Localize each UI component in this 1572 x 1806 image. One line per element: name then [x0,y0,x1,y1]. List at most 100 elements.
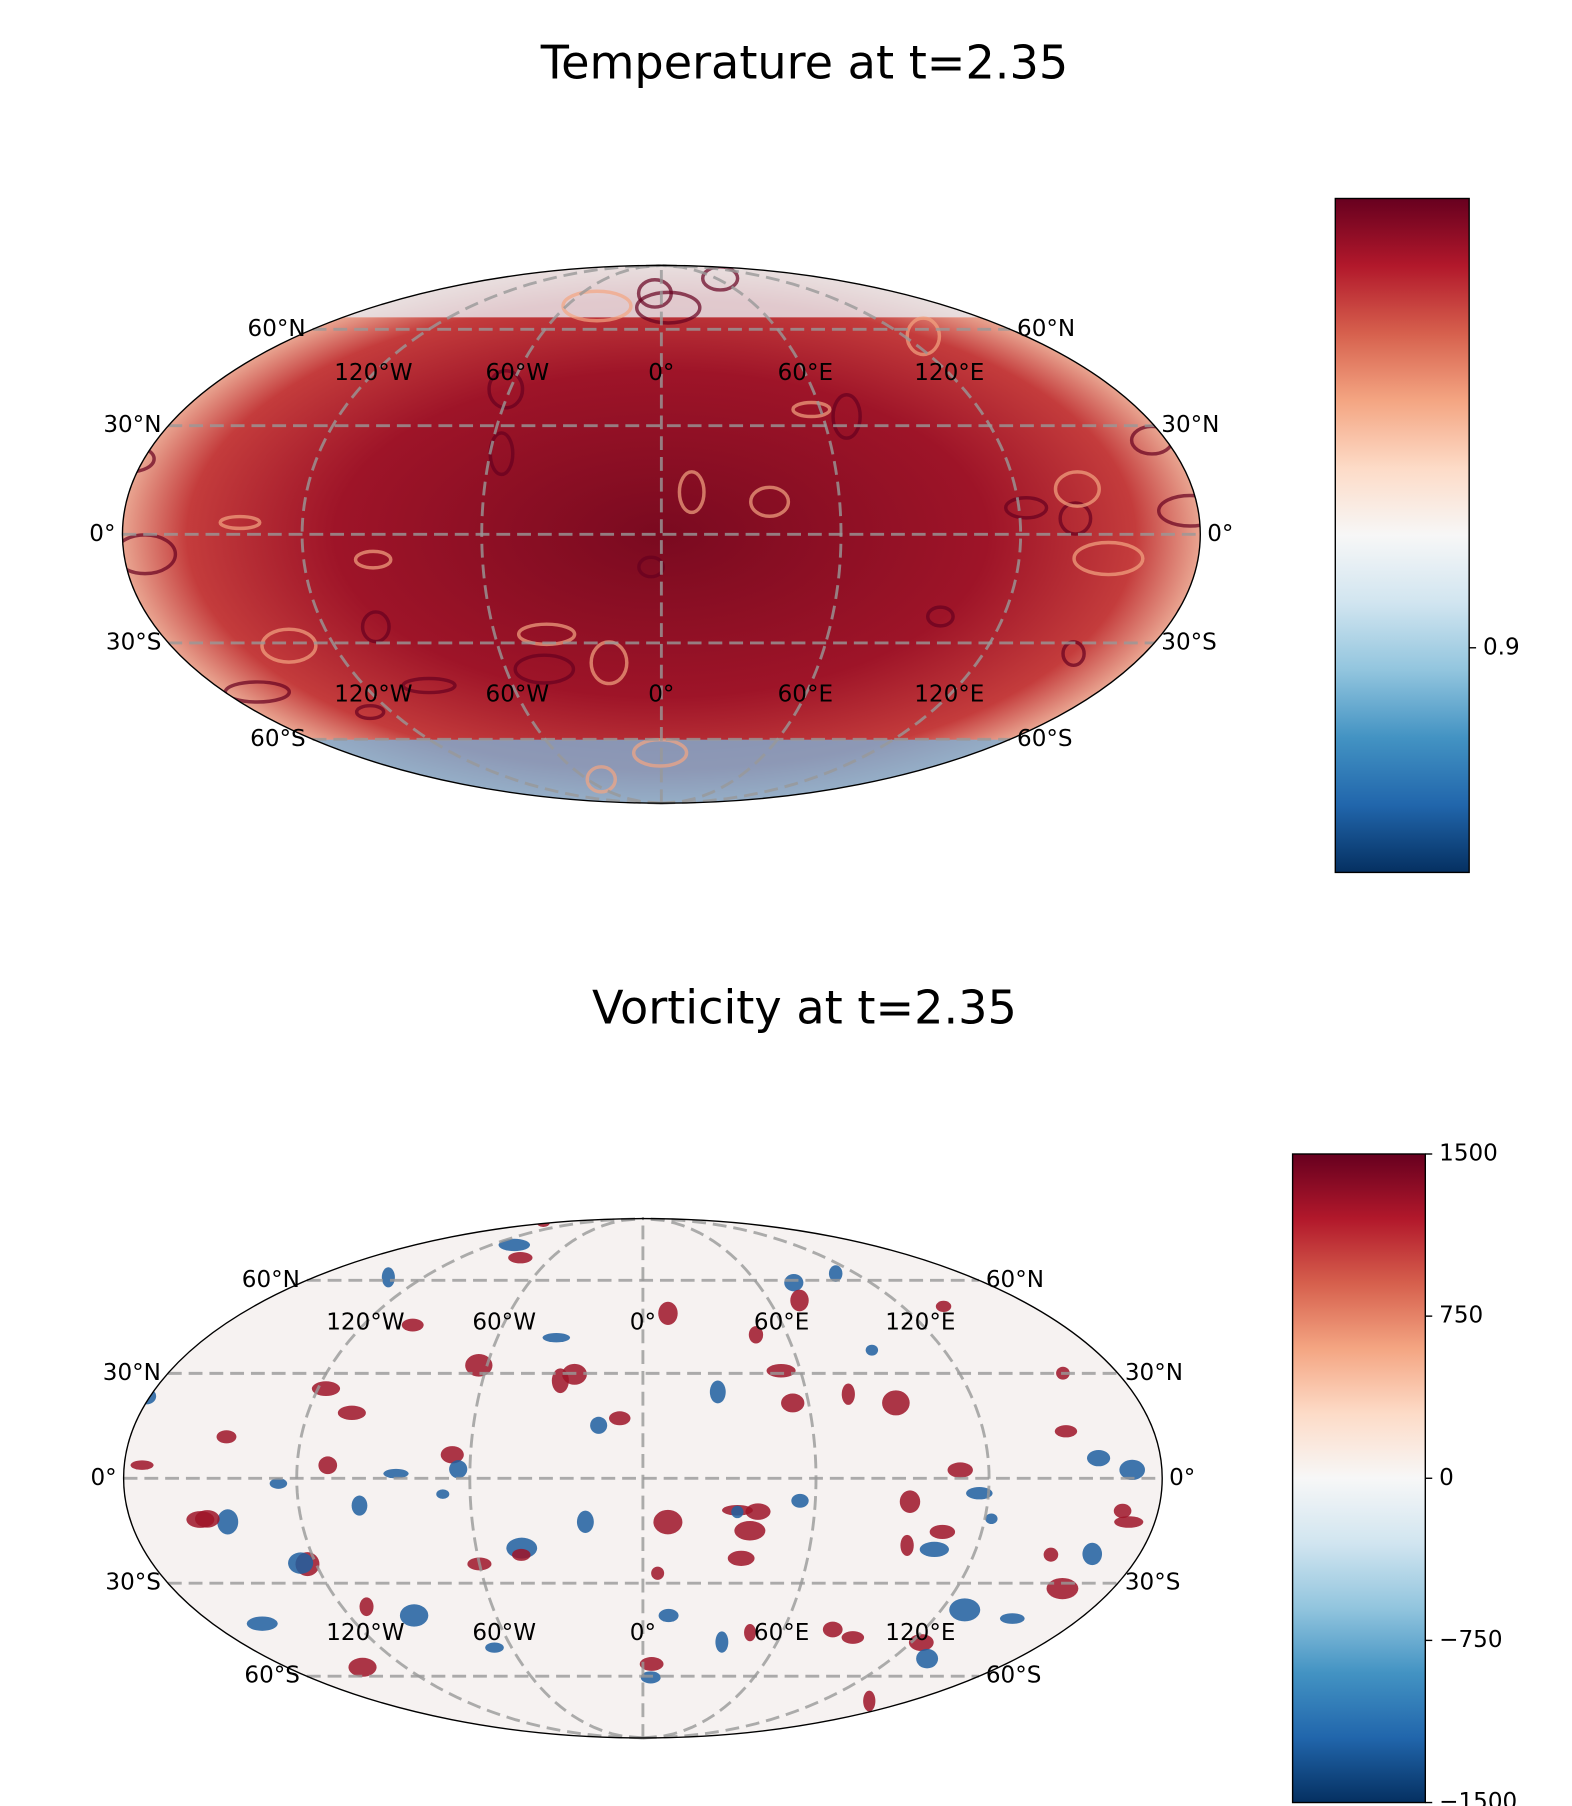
colorbar-tick-label: 1500 [1439,1140,1498,1166]
field-background [122,265,1201,804]
field-vortex [512,1548,531,1561]
lon-label: 120°E [914,360,984,386]
field-swirl [925,605,955,628]
field-vortex [791,1493,809,1508]
lon-label: 60°W [472,1309,536,1335]
field-vortex [1054,1295,1068,1315]
field-vortex [1057,1648,1087,1665]
lat-label: 0° [90,1465,116,1491]
field-swirl [1058,501,1093,536]
field-vortex [498,1238,531,1252]
lat-label: 0° [1169,1465,1195,1491]
field-vortex [1054,1425,1078,1438]
field-vortex [576,1510,594,1534]
field-swirl [831,393,862,440]
field-vortex [745,1503,771,1520]
field-vortex [658,1608,679,1623]
field-vortex [727,1550,755,1566]
field-vortex [1058,1647,1086,1662]
field-vortex [899,1490,921,1514]
field-swirl [1004,496,1049,520]
field-vortex [653,1509,683,1535]
field-vortex [383,1468,409,1479]
field-vortex [465,1354,493,1377]
lon-label: 0° [648,360,674,386]
field-vortex [863,1690,876,1712]
field-vortex [485,1642,504,1653]
lat-label: 30°S [106,629,162,655]
chart-title: Temperature at t=2.35 [540,35,1068,89]
lon-label: 0° [630,1620,656,1646]
field-vortex [348,1657,377,1677]
colorbar [1291,1153,1427,1804]
field-vortex [153,1239,174,1263]
field-vortex [246,1616,278,1631]
lon-label: 60°E [778,682,833,708]
lat-label: 60°N [248,316,306,342]
field-vortex [935,1300,952,1312]
field-vortex [269,1478,288,1489]
field-vortex [929,1524,956,1539]
field-vortex [841,1631,865,1644]
field-vortex [900,1534,914,1556]
field-vortex [766,1363,796,1378]
colorbar-tick-label: 0 [1439,1465,1454,1491]
lat-label: 60°S [250,726,306,752]
lon-label: 0° [648,682,674,708]
field-vortex [987,1706,1011,1721]
field-swirl [905,316,942,357]
lon-label: 120°E [914,682,984,708]
lat-label: 60°N [1017,316,1075,342]
field-vortex [216,1430,237,1444]
field-vortex [508,1252,533,1264]
field-vortex [882,1390,910,1416]
lon-label: 120°E [885,1620,955,1646]
lat-label: 30°S [1161,629,1217,655]
field-vortex [639,1657,664,1671]
lat-label: 30°N [1161,412,1219,438]
field-vortex [1062,1649,1095,1672]
field-vortex [300,1234,317,1246]
field-vortex [916,1648,939,1669]
lon-label: 120°W [334,682,413,708]
field-vortex [949,1598,981,1622]
lon-label: 120°W [326,1620,405,1646]
field-vortex [1053,1235,1076,1257]
field-vortex [124,1319,151,1345]
field-vortex [841,1383,855,1405]
grid-line [661,263,843,805]
lat-label: 30°S [105,1570,161,1596]
field-swirl [353,549,393,570]
field-vortex [828,1265,843,1282]
lat-label: 60°N [242,1267,300,1293]
plots: Temperature at t=2.35 60°N 60°N 30°N 30°N 0° 0… [89,35,1519,1806]
field-vortex [781,1393,805,1413]
field-vortex [1086,1450,1111,1467]
field-vortex [186,1511,215,1528]
field-vortex [536,1218,551,1228]
field-vortex [709,1380,726,1404]
field-vortex [790,1289,809,1312]
field-vortex [985,1513,998,1525]
field-vortex [351,1495,368,1516]
colorbar-tick-label: −750 [1439,1627,1502,1653]
field-swirl [354,703,386,721]
lat-label: 60°S [986,1663,1042,1689]
field-vortex [1102,1609,1129,1625]
lon-label: 120°W [334,360,413,386]
colorbar-tick-label: 750 [1439,1303,1483,1329]
field-swirl [749,485,791,519]
lat-label: 60°S [244,1663,300,1689]
field-swirl [634,290,702,325]
field-swirl [1072,540,1145,577]
field-vortex [748,1326,764,1344]
field-vortex [1142,1261,1162,1278]
field-vortex [865,1344,879,1356]
field-vortex [1113,1503,1132,1519]
field-vortex [1074,1316,1100,1329]
chart-title: Vorticity at t=2.35 [592,980,1017,1034]
field-vortex [1114,1516,1144,1528]
lat-label: 30°S [1125,1570,1181,1596]
field-swirl [637,555,665,579]
colorbar [1334,197,1470,874]
